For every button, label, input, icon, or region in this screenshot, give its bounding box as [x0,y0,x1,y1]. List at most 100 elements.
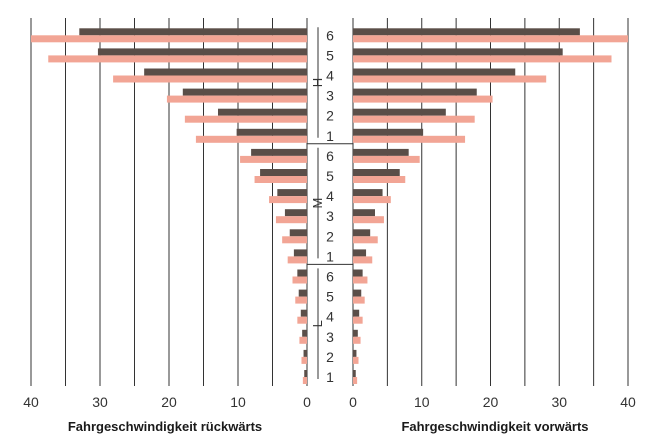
bar-reverse-dark [293,249,307,257]
bar-forward-light [353,336,361,344]
bar-reverse-dark [284,209,307,217]
bar-reverse-dark [251,148,307,156]
bar-reverse-dark [302,329,307,337]
gear-label: 3 [326,88,334,104]
bar-forward-light [353,276,368,284]
bar-reverse-light [184,115,307,123]
gear-label: 5 [326,47,334,63]
gear-label: 3 [326,208,334,224]
range-label: H [310,78,325,87]
bar-reverse-light [301,356,307,364]
gear-label: 5 [326,168,334,184]
butterfly-bar-chart: 40 30 20 10 0 0 10 20 30 40 1 2 3 4 5 6 L 1 2 3 4 5 6 M 1 2 3 4 5 6 H [23,18,636,410]
bar-forward-dark [353,249,367,257]
bar-forward-dark [353,28,580,36]
gear-label: 6 [326,27,334,43]
bar-reverse-light [275,216,307,224]
bar-reverse-dark [303,349,307,357]
bar-reverse-dark [236,128,307,136]
bar-reverse-light [299,336,307,344]
bar-reverse-light [282,236,307,244]
bar-reverse-dark [300,309,307,317]
gear-label: 2 [326,228,334,244]
bar-reverse-dark [79,28,307,36]
bar-reverse-light [48,55,307,63]
x-tick-label-left: 10 [230,394,246,410]
chart-bars [31,28,628,384]
bar-reverse-light [240,155,307,163]
gear-label: 3 [326,329,334,345]
x-tick-label-right: 10 [414,394,430,410]
bar-forward-dark [353,289,362,297]
x-tick-label-left: 30 [92,394,108,410]
bar-forward-light [353,356,359,364]
bar-reverse-light [31,35,307,43]
bar-reverse-dark [144,68,307,76]
bar-forward-light [353,377,358,384]
bar-reverse-dark [304,370,307,377]
gear-label: 4 [326,68,334,84]
bar-forward-light [353,55,612,63]
bar-forward-dark [353,309,360,317]
bar-reverse-light [292,276,307,284]
bar-forward-dark [353,349,357,357]
bar-reverse-dark [182,88,307,96]
bar-forward-dark [353,370,356,377]
bar-forward-light [353,135,466,143]
x-tick-label-left: 20 [161,394,177,410]
bar-forward-light [353,75,547,83]
bar-forward-light [353,316,363,324]
x-tick-label-right: 20 [483,394,499,410]
x-tick-label-right: 0 [349,394,357,410]
x-tick-label-left: 40 [23,394,39,410]
chart-gear-labels: 1 2 3 4 5 6 L 1 2 3 4 5 6 M 1 2 3 4 5 6 H [307,27,353,385]
bar-forward-dark [353,329,358,337]
bar-reverse-light [254,176,307,183]
bar-forward-light [353,216,384,224]
bar-forward-dark [353,68,516,76]
bar-forward-light [353,256,373,264]
gear-label: 4 [326,309,334,325]
gear-label: 1 [326,369,334,385]
range-label: M [310,198,325,209]
gear-label: 1 [326,248,334,264]
bar-forward-dark [353,148,409,156]
bar-reverse-light [113,75,307,83]
x-tick-label-right: 40 [620,394,636,410]
bar-reverse-light [166,95,307,103]
gear-label: 6 [326,269,334,285]
bar-forward-dark [353,169,400,176]
bar-reverse-light [297,316,307,324]
gear-label: 2 [326,108,334,124]
bar-reverse-light [269,196,307,204]
bar-reverse-dark [289,229,307,237]
bar-forward-light [353,155,420,163]
bar-reverse-light [302,377,307,384]
gear-label: 6 [326,148,334,164]
bar-reverse-dark [297,269,307,277]
bar-forward-dark [353,189,383,197]
bar-forward-light [353,296,365,304]
bar-reverse-light [195,135,307,143]
gear-label: 2 [326,349,334,365]
bar-reverse-dark [260,169,307,176]
bar-reverse-dark [277,189,307,197]
bar-forward-dark [353,108,446,116]
bar-forward-light [353,35,628,43]
x-axis-title-reverse: Fahrgeschwindigkeit rückwärts [67,419,263,434]
range-label: L [310,320,325,327]
bar-forward-light [353,115,475,123]
bar-reverse-light [295,296,307,304]
gear-label: 1 [326,128,334,144]
bar-reverse-dark [298,289,307,297]
bar-forward-dark [353,269,363,277]
bar-forward-light [353,95,493,103]
bar-forward-dark [353,88,477,96]
x-axis-title-forward: Fahrgeschwindigkeit vorwärts [401,419,589,434]
bar-forward-light [353,236,378,244]
bar-reverse-dark [217,108,307,116]
bar-forward-dark [353,128,424,136]
gear-label: 4 [326,188,334,204]
bar-forward-light [353,196,391,204]
bar-reverse-light [287,256,307,264]
